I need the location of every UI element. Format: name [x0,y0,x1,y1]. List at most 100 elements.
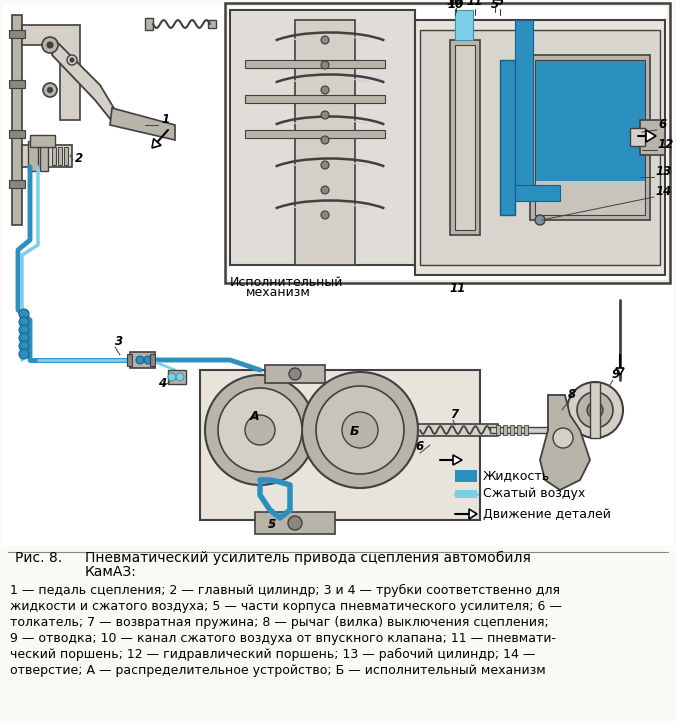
Text: Б: Б [350,425,360,438]
Text: 10: 10 [448,0,464,11]
Text: Сжатый воздух: Сжатый воздух [483,487,585,500]
Bar [58,147,62,165]
Bar [510,425,514,435]
Bar [490,427,550,433]
Text: Рис. 8.: Рис. 8. [15,551,62,565]
Bar [517,425,521,435]
Polygon shape [540,395,590,490]
Circle shape [302,372,418,488]
Circle shape [321,211,329,219]
Circle shape [19,341,29,351]
Circle shape [19,317,29,327]
Text: Исполнительный: Исполнительный [230,276,343,289]
Circle shape [289,368,301,380]
Text: Жидкость: Жидкость [483,469,550,482]
Text: 1 — педаль сцепления; 2 — главный цилиндр; 3 и 4 — трубки соответственно для: 1 — педаль сцепления; 2 — главный цилинд… [10,584,560,597]
Circle shape [321,61,329,69]
Text: 6: 6 [415,440,423,453]
Circle shape [144,356,152,364]
Text: КамАЗ:: КамАЗ: [85,565,137,579]
Text: 10: 10 [447,0,463,8]
Circle shape [321,161,329,169]
Bar [524,425,528,435]
Text: 13: 13 [655,165,671,178]
Text: 1: 1 [162,113,170,126]
Text: 5: 5 [491,0,499,11]
Circle shape [316,386,404,474]
Circle shape [19,325,29,335]
Circle shape [587,402,603,418]
Circle shape [321,86,329,94]
Bar [245,60,385,68]
Circle shape [136,356,144,364]
Bar [455,10,473,40]
Circle shape [535,215,545,225]
Bar [168,370,186,384]
Bar [496,425,500,435]
Bar [9,30,25,38]
Circle shape [342,412,378,448]
Text: отверстие; А — распределительное устройство; Б — исполнительный механизм: отверстие; А — распределительное устройс… [10,664,546,677]
Circle shape [577,392,613,428]
Bar [228,6,667,280]
Text: 6: 6 [658,118,666,131]
Circle shape [205,375,315,485]
Circle shape [176,373,184,381]
Bar [630,128,645,146]
Polygon shape [453,455,462,465]
Bar [9,180,25,188]
Bar [145,18,153,30]
Text: жидкости и сжатого воздуха; 5 — части корпуса пневматического усилителя; 6 —: жидкости и сжатого воздуха; 5 — части ко… [10,600,562,613]
Circle shape [321,111,329,119]
Bar [200,370,480,520]
Bar [225,3,670,283]
Polygon shape [152,138,161,148]
Bar [64,147,68,165]
Bar [9,80,25,88]
Bar [640,120,665,155]
Bar [9,130,25,138]
Text: Пневматический усилитель привода сцепления автомобиля: Пневматический усилитель привода сцеплен… [85,551,531,565]
Text: 9: 9 [612,368,620,381]
Circle shape [42,37,58,53]
Circle shape [47,42,53,48]
Circle shape [245,415,275,445]
Bar [500,60,515,215]
Circle shape [19,333,29,343]
Text: 4: 4 [158,377,166,390]
Text: 11: 11 [467,0,483,8]
Bar [455,45,475,230]
Bar [515,20,533,190]
Text: толкатель; 7 — возвратная пружина; 8 — рычаг (вилка) выключения сцепления;: толкатель; 7 — возвратная пружина; 8 — р… [10,616,549,629]
Bar [455,470,477,482]
Bar [295,20,355,265]
Bar [418,424,498,436]
Bar [150,354,155,366]
Circle shape [553,428,573,448]
Bar [127,354,132,366]
Circle shape [567,382,623,438]
Bar [535,60,645,215]
Bar [455,490,477,498]
Bar [536,61,645,181]
Text: механизм: механизм [246,286,311,299]
Text: 5: 5 [268,518,276,531]
Text: 14: 14 [655,185,671,198]
Polygon shape [52,40,118,125]
Bar [208,20,216,28]
Polygon shape [110,108,175,140]
Circle shape [321,36,329,44]
Text: 3: 3 [115,335,123,348]
Text: 7: 7 [450,408,458,421]
Bar [3,3,673,546]
Bar [230,10,415,265]
Polygon shape [616,368,624,375]
Text: 2: 2 [75,152,83,165]
Circle shape [321,186,329,194]
Text: 9 — отводка; 10 — канал сжатого воздуха от впускного клапана; 11 — пневмати-: 9 — отводка; 10 — канал сжатого воздуха … [10,632,556,645]
Bar [12,15,22,225]
Circle shape [168,373,176,381]
Text: ческий поршень; 12 — гидравлический поршень; 13 — рабочий цилиндр; 14 —: ческий поршень; 12 — гидравлический порш… [10,648,535,661]
Bar [420,30,660,265]
Bar [503,425,507,435]
